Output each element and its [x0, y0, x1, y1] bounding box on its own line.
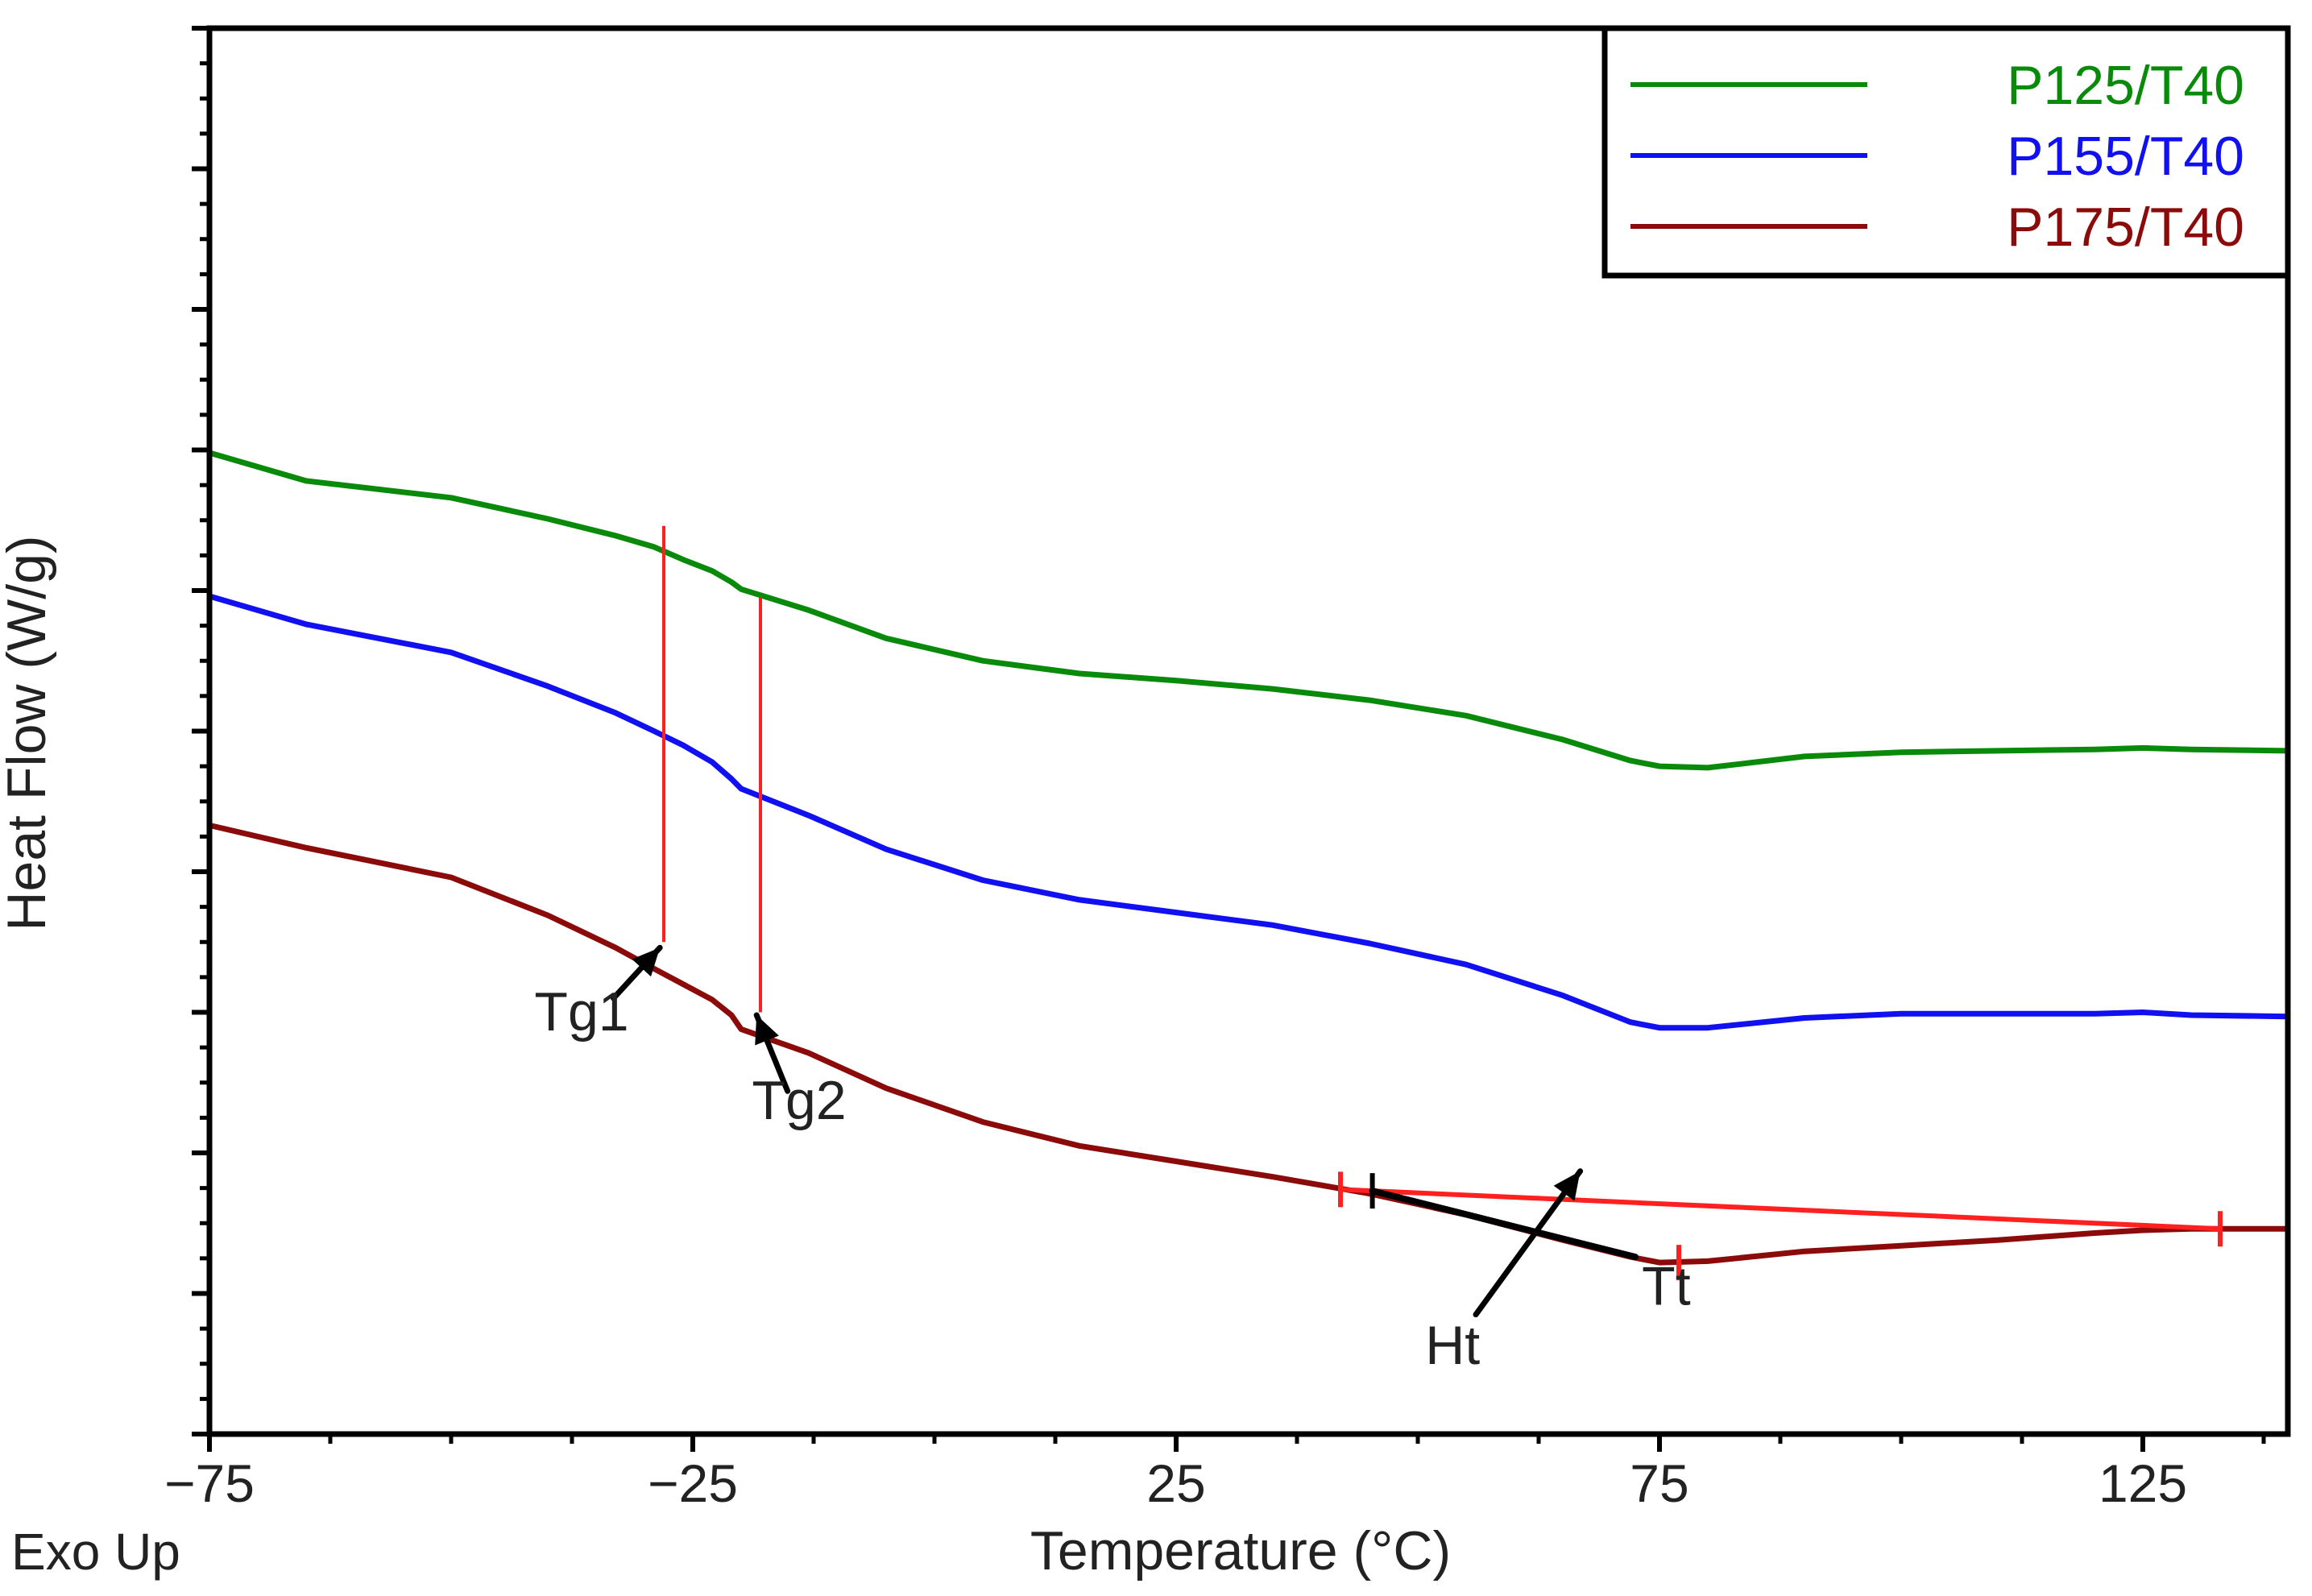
annotation-tg1: Tg1: [534, 981, 628, 1043]
legend-layer: P125/T40 P155/T40 P175/T40: [1630, 55, 2244, 258]
legend-label-p175-t40: P175/T40: [2007, 197, 2244, 258]
legend-label-p125-t40: P125/T40: [2007, 55, 2244, 116]
annotation-tt: Tt: [1642, 1255, 1691, 1316]
arrowhead-tg2: [755, 1014, 779, 1046]
x-tick-label-125: 125: [2099, 1453, 2187, 1513]
annotation-ht: Ht: [1425, 1315, 1480, 1376]
ht-baseline-segment: [1369, 1188, 1639, 1261]
x-tick-label-25: −25: [648, 1453, 738, 1513]
arrowhead-ht: [1553, 1171, 1581, 1201]
y-axis-title: Heat Flow (W/g): [0, 535, 57, 931]
series-line-p155-t40: [206, 593, 2291, 1031]
legend-label-p155-t40: P155/T40: [2007, 126, 2244, 187]
arrow-ht: [1473, 1168, 1584, 1318]
transition-baseline-line: [1340, 1187, 2221, 1232]
x-tick-label-75: −75: [164, 1453, 255, 1513]
legend-box: [1601, 25, 2291, 279]
x-axis-ticks: −75 −25 25 75 125: [164, 1434, 2266, 1513]
x-tick-label-75: 75: [1630, 1453, 1688, 1513]
exo-up-label: Exo Up: [11, 1523, 180, 1581]
arrowhead-tg1: [632, 947, 661, 977]
annotation-layer: Tg1 Tg2 Ht Tt: [534, 944, 1691, 1376]
guide-layer: [662, 525, 2223, 1281]
annotation-tg2: Tg2: [752, 1070, 846, 1131]
x-axis-title: Temperature (°C): [1030, 1520, 1451, 1581]
x-tick-label-25: 25: [1146, 1453, 1205, 1513]
y-axis-ticks: [192, 26, 209, 1436]
series-line-p125-t40: [206, 450, 2291, 771]
